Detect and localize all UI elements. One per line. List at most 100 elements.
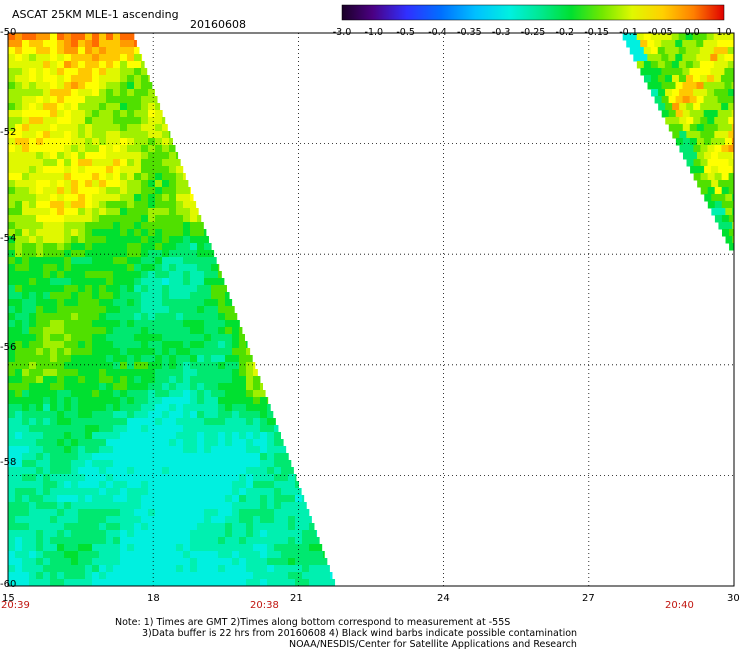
- data-cell: [127, 481, 135, 489]
- data-cell: [725, 236, 734, 244]
- data-cell: [197, 516, 205, 524]
- data-cell: [57, 145, 65, 153]
- data-cell: [29, 551, 37, 559]
- data-cell: [211, 453, 219, 461]
- data-cell: [120, 488, 128, 496]
- data-cell: [253, 411, 261, 419]
- data-cell: [71, 180, 79, 188]
- data-cell: [127, 278, 135, 286]
- data-cell: [43, 229, 51, 237]
- data-cell: [50, 131, 58, 139]
- data-cell: [29, 250, 37, 258]
- lat-label-56: -56: [0, 342, 17, 353]
- data-cell: [15, 187, 23, 195]
- data-cell: [85, 341, 93, 349]
- data-cell: [204, 418, 212, 426]
- data-cell: [71, 257, 79, 265]
- data-cell: [99, 47, 107, 55]
- data-cell: [64, 565, 72, 573]
- data-cell: [64, 544, 72, 552]
- data-cell: [267, 397, 269, 405]
- data-cell: [64, 173, 72, 181]
- data-cell: [721, 187, 730, 195]
- data-cell: [127, 257, 135, 265]
- data-cell: [197, 537, 205, 545]
- data-cell: [22, 313, 30, 321]
- data-cell: [190, 530, 198, 538]
- data-cell: [239, 579, 247, 587]
- map-title: ASCAT 25KM MLE-1 ascending: [12, 8, 179, 21]
- data-cell: [218, 446, 226, 454]
- data-cell: [50, 180, 58, 188]
- data-cell: [162, 523, 170, 531]
- data-cell: [22, 82, 30, 90]
- data-cell: [699, 61, 708, 69]
- data-cell: [211, 341, 219, 349]
- data-cell: [176, 194, 184, 202]
- data-cell: [29, 68, 37, 76]
- data-cell: [120, 425, 128, 433]
- data-cell: [29, 229, 37, 237]
- data-cell: [183, 187, 191, 195]
- data-cell: [99, 299, 107, 307]
- data-cell: [92, 152, 100, 160]
- data-cell: [183, 327, 191, 335]
- data-cell: [57, 96, 65, 104]
- data-cell: [253, 509, 261, 517]
- data-cell: [246, 537, 254, 545]
- data-cell: [8, 68, 16, 76]
- data-cell: [127, 236, 135, 244]
- data-cell: [689, 82, 698, 90]
- data-cell: [141, 299, 149, 307]
- data-cell: [50, 306, 58, 314]
- data-cell: [162, 418, 170, 426]
- data-cell: [267, 530, 275, 538]
- data-cell: [99, 103, 107, 111]
- data-cell: [204, 397, 212, 405]
- data-cell: [260, 411, 268, 419]
- data-cell: [43, 117, 51, 125]
- data-cell: [120, 439, 128, 447]
- data-cell: [22, 537, 30, 545]
- data-cell: [99, 313, 107, 321]
- data-cell: [155, 348, 163, 356]
- data-cell: [113, 194, 121, 202]
- data-cell: [141, 292, 149, 300]
- data-cell: [211, 495, 219, 503]
- data-cell: [8, 467, 16, 475]
- data-cell: [176, 201, 184, 209]
- data-cell: [190, 383, 198, 391]
- data-cell: [92, 194, 100, 202]
- data-cell: [92, 292, 100, 300]
- data-cell: [50, 82, 58, 90]
- data-cell: [120, 243, 128, 251]
- data-cell: [92, 313, 100, 321]
- data-cell: [141, 390, 149, 398]
- data-cell: [724, 68, 732, 76]
- data-cell: [316, 572, 324, 580]
- data-cell: [141, 152, 149, 160]
- data-cell: [253, 488, 261, 496]
- data-cell: [225, 460, 233, 468]
- data-cell: [8, 411, 16, 419]
- data-cell: [134, 509, 142, 517]
- data-cell: [148, 439, 156, 447]
- data-cell: [267, 453, 275, 461]
- data-cell: [675, 54, 683, 62]
- data-cell: [57, 369, 65, 377]
- data-cell: [120, 320, 128, 328]
- data-cell: [15, 145, 23, 153]
- data-cell: [8, 33, 16, 41]
- data-cell: [57, 551, 65, 559]
- data-cell: [127, 495, 135, 503]
- data-cell: [134, 530, 142, 538]
- data-cell: [113, 236, 121, 244]
- data-cell: [253, 530, 261, 538]
- data-cell: [190, 481, 198, 489]
- data-cell: [141, 194, 149, 202]
- data-cell: [92, 439, 100, 447]
- data-cell: [22, 320, 30, 328]
- data-cell: [176, 362, 184, 370]
- data-cell: [92, 285, 100, 293]
- data-cell: [253, 579, 261, 587]
